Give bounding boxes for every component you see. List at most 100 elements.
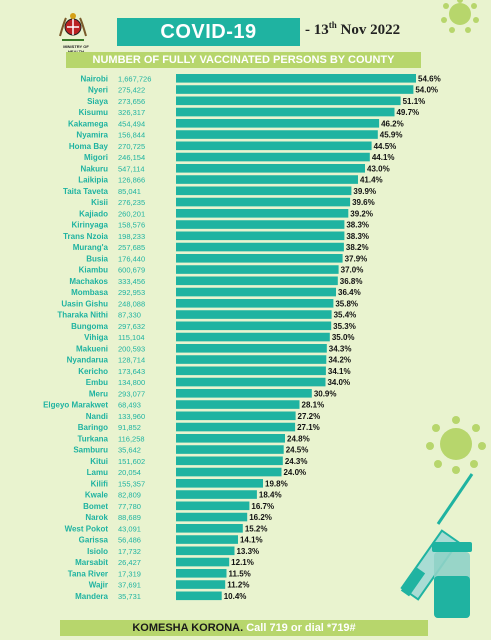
percent-label: 24.3% [285,457,308,466]
percent-label: 16.7% [251,502,274,511]
bar [176,411,296,421]
bar [176,276,338,286]
county-label: Migori [84,153,108,162]
percent-label: 16.2% [249,513,272,522]
bar [176,265,339,274]
vaccinated-count: 82,809 [118,491,141,500]
county-label: Nairobi [80,74,108,83]
county-label: Nyandarua [67,356,109,365]
vaccinated-count: 155,357 [118,479,145,488]
county-label: Baringo [78,423,108,432]
bar [176,422,296,432]
county-label: Bomet [83,502,108,511]
county-label: Garissa [79,536,109,545]
vaccinated-count: 20,054 [118,468,141,477]
county-label: Busia [86,254,108,263]
bar [176,186,352,196]
vaccinated-count: 128,714 [118,356,145,365]
vaccinated-count: 68,493 [118,401,141,410]
percent-label: 24.0% [283,468,306,477]
county-label: Mombasa [71,288,108,297]
percent-label: 35.3% [333,322,356,331]
bar [176,107,395,117]
vaccinated-count: 454,494 [118,119,145,128]
county-label: Kisii [91,198,108,207]
bar [176,141,372,151]
vaccinated-count: 273,656 [118,97,145,106]
bar [176,332,330,342]
county-label: Bungoma [71,322,108,331]
percent-label: 19.8% [265,479,288,488]
percent-label: 49.7% [396,108,419,117]
county-label: Makueni [76,344,108,353]
footer-slogan: KOMESHA KORONA. [132,622,244,634]
vaccinated-count: 17,732 [118,547,141,556]
vaccinated-count: 115,104 [118,333,145,342]
percent-label: 54.0% [415,86,438,95]
vaccinated-count: 88,689 [118,513,141,522]
vaccinated-count: 35,731 [118,592,141,601]
county-label: Laikipia [78,176,108,185]
vaccinated-count: 37,691 [118,581,141,590]
vaccinated-count: 275,422 [118,86,145,95]
county-label: Uasin Gishu [61,299,108,308]
county-label: Kakamega [68,119,109,128]
bar [176,119,380,128]
percent-label: 37.0% [341,266,364,275]
virus-icon [441,0,479,33]
bar [176,287,336,297]
county-label: Meru [89,389,108,398]
vaccinated-count: 600,679 [118,266,145,275]
percent-label: 46.2% [381,119,404,128]
vaccinated-count: 292,953 [118,288,145,297]
bar [176,209,349,218]
county-label: Samburu [73,446,108,455]
bar [176,96,401,106]
bar [176,400,300,409]
bar [176,434,285,443]
bar [176,366,326,376]
percent-label: 43.0% [367,164,390,173]
vaccinated-count: 156,844 [118,131,145,140]
county-label: Narok [85,513,108,522]
page-title: COVID-19 UPDATE [117,18,300,71]
percent-label: 12.1% [231,558,254,567]
bar [176,377,326,387]
county-label: Mandera [75,592,108,601]
bar [176,321,332,331]
bar [176,231,345,241]
percent-label: 28.1% [302,401,325,410]
percent-label: 35.8% [335,299,358,308]
percent-label: 44.1% [372,153,395,162]
bar [176,197,351,207]
vaccination-bar-chart: Nairobi 1,667,726 54.6% Nyeri 275,422 54.0% Si… [43,74,441,601]
vaccinated-count: 85,041 [118,187,141,196]
footer-call: Call 719 or dial *719# [246,622,356,634]
vaccinated-count: 116,258 [118,434,145,443]
percent-label: 24.8% [287,434,310,443]
virus-icon [426,416,486,474]
percent-label: 51.1% [403,97,426,106]
percent-label: 36.8% [340,277,363,286]
percent-label: 54.6% [418,74,441,83]
bar [176,591,222,601]
bar [176,130,378,139]
bar [176,512,248,522]
percent-label: 35.0% [332,333,355,342]
bar [176,242,344,252]
vaccinated-count: 56,486 [118,536,141,545]
vaccinated-count: 26,427 [118,558,141,567]
bar [176,344,327,353]
percent-label: 39.6% [352,198,375,207]
bar [176,254,343,263]
vaccinated-count: 43,091 [118,524,141,533]
percent-label: 36.4% [338,288,361,297]
bar [176,299,334,308]
date-rest: Nov 2022 [336,22,401,38]
county-label: Nandi [86,412,108,421]
vaccinated-count: 133,960 [118,412,145,421]
bar [176,310,332,319]
county-label: Kitui [90,457,108,466]
county-label: Kericho [78,367,108,376]
vaccinated-count: 260,201 [118,209,145,218]
